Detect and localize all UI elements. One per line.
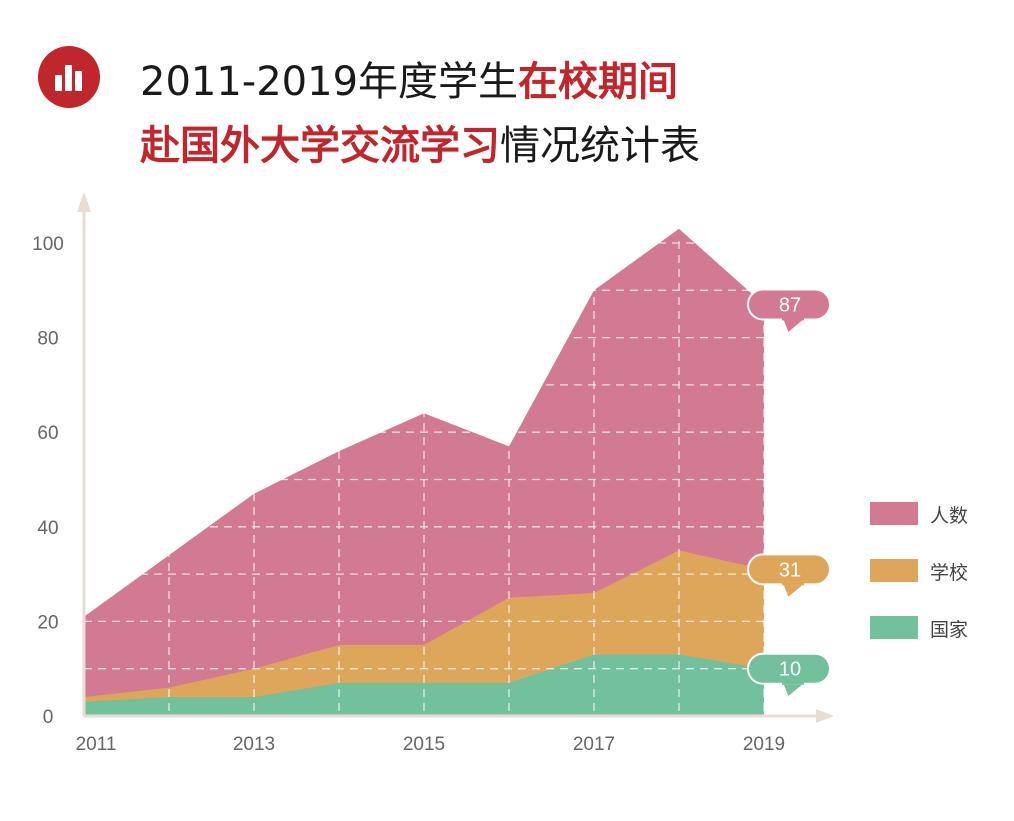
legend-item-1: 学校 [870,559,968,584]
legend-label: 学校 [930,562,968,584]
area-series-2 [84,654,764,716]
x-tick-label: 2017 [573,734,615,755]
axes-layer [77,192,834,723]
x-tick-label: 2013 [233,734,275,755]
callout-value: 31 [779,559,801,581]
legend-label: 人数 [930,505,968,527]
y-tick-label: 60 [37,423,58,444]
chart-title: 2011-2019年度学生在校期间 赴国外大学交流学习情况统计表 [140,50,700,178]
y-axis-arrow [77,192,91,212]
tick-layer: 0 20 40 60 80 100 2011 2013 2015 2017 2019 [32,234,785,755]
logo-bar-chart-icon [38,46,100,108]
legend-swatch [870,559,918,582]
y-tick-label: 40 [37,518,58,539]
callout-value: 87 [779,294,801,316]
callout-2: 10 [747,652,831,699]
x-axis-arrow [816,709,834,723]
callout-1: 31 [747,553,831,600]
y-tick-label: 80 [37,329,58,350]
title-line2-highlight: 赴国外大学交流学习 [140,123,500,169]
legend-item-2: 国家 [870,616,968,641]
callout-pointer [781,582,807,600]
legend-label: 国家 [930,619,968,641]
y-tick-label: 0 [43,707,54,728]
y-tick-label: 100 [32,234,64,255]
callout-pointer-join [782,580,804,586]
x-tick-label: 2015 [403,734,445,755]
title-line1-plain: 2011-2019年度学生 [140,59,519,105]
callout-pointer [781,317,807,335]
callout-0: 87 [747,288,831,335]
callout-layer: 87 31 10 [747,288,831,699]
x-tick-label: 2019 [743,734,785,755]
y-tick-label: 20 [37,612,58,633]
title-line1-highlight: 在校期间 [518,59,679,105]
grid-layer [84,241,765,716]
x-tick-label: 2011 [76,734,117,755]
legend-swatch [870,502,918,525]
legend-item-0: 人数 [870,502,968,527]
callout-pointer [781,681,807,699]
callout-pointer-join [782,679,804,685]
callout-pointer-join [782,315,804,321]
legend-swatch [870,616,918,639]
title-line2-plain: 情况统计表 [500,123,700,169]
callout-value: 10 [779,659,801,681]
